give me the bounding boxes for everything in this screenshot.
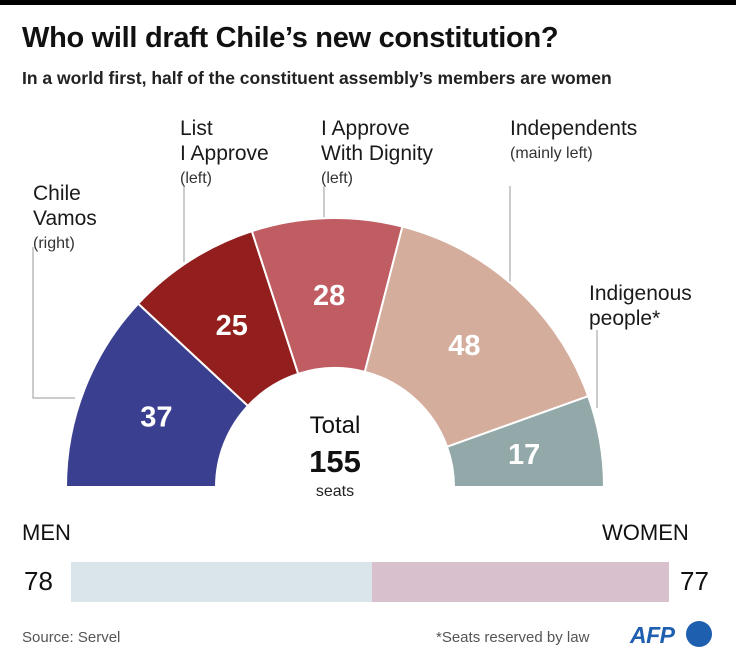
reserved-seats-note: *Seats reserved by law xyxy=(436,629,590,646)
men-label: MEN xyxy=(22,520,71,545)
party-note-4: (mainly left) xyxy=(510,145,593,162)
total-label: Total xyxy=(310,412,361,439)
party-note-3: (left) xyxy=(321,170,353,187)
party-note-2: (left) xyxy=(180,170,212,187)
afp-logo-dot xyxy=(686,621,712,647)
seat-value-label-4: 48 xyxy=(448,330,480,362)
total-value: 155 xyxy=(309,444,361,479)
party-name-5-line-1: Indigenous xyxy=(589,282,692,305)
source-note: Source: Servel xyxy=(22,629,121,646)
seat-value-label-2: 25 xyxy=(216,310,248,342)
seat-segment-4 xyxy=(363,225,590,449)
seat-value-label-3: 28 xyxy=(313,280,345,312)
women-count: 77 xyxy=(680,566,709,596)
party-name-2-line-1: List xyxy=(180,117,213,140)
seat-segments xyxy=(64,217,606,488)
seat-value-label-1: 37 xyxy=(140,402,172,434)
seat-segment-1 xyxy=(64,302,250,488)
men-count: 78 xyxy=(24,566,53,596)
seat-value-label-5: 17 xyxy=(508,439,540,471)
total-unit: seats xyxy=(316,483,354,500)
party-name-1-line-2: Vamos xyxy=(33,207,97,230)
party-name-4-line-1: Independents xyxy=(510,117,637,140)
seat-value-labels: 37 25 28 48 17 xyxy=(140,280,540,471)
party-name-3-line-2: With Dignity xyxy=(321,142,434,165)
afp-logo: AFP xyxy=(630,622,675,648)
chart-subtitle: In a world first, half of the constituen… xyxy=(22,68,612,88)
party-name-5-line-2: people* xyxy=(589,307,660,330)
chart-title: Who will draft Chile’s new constitution? xyxy=(22,22,559,54)
women-bar xyxy=(372,562,669,602)
leader-lines xyxy=(32,186,598,408)
men-bar xyxy=(71,562,372,602)
seat-segment-5 xyxy=(445,394,606,488)
party-name-2-line-2: I Approve xyxy=(180,142,269,165)
party-name-1-line-1: Chile xyxy=(33,182,81,205)
women-label: WOMEN xyxy=(602,520,689,545)
party-note-1: (right) xyxy=(33,235,75,252)
leader-line-1 xyxy=(32,247,75,399)
party-name-3-line-1: I Approve xyxy=(321,117,410,140)
top-rule xyxy=(0,0,736,5)
